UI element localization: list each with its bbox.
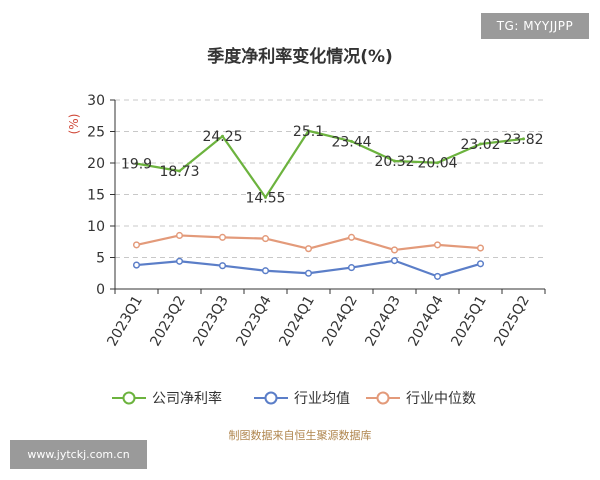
data-point <box>261 235 270 243</box>
data-point <box>304 269 313 277</box>
data-source-note: 制图数据来自恒生聚源数据库 <box>228 429 372 442</box>
data-point <box>221 134 224 138</box>
data-point <box>347 233 356 241</box>
x-tick-label: 2025Q2 <box>491 293 533 349</box>
data-point <box>347 264 356 272</box>
data-point <box>132 261 141 269</box>
legend-marker-green <box>112 391 146 405</box>
data-point <box>393 159 396 163</box>
y-tick-label: 20 <box>87 156 105 172</box>
data-label: 23.44 <box>331 134 371 150</box>
x-tick-label: 2023Q2 <box>147 293 189 349</box>
data-point <box>433 272 442 280</box>
data-label: 20.32 <box>374 154 414 170</box>
legend-label: 行业中位数 <box>406 391 476 407</box>
data-point <box>218 262 227 270</box>
legend-item-company-net-margin[interactable]: 公司净利率 <box>112 386 222 410</box>
data-label: 20.04 <box>417 156 457 172</box>
data-point <box>304 245 313 253</box>
data-point <box>178 169 181 173</box>
data-point <box>479 142 482 146</box>
data-point <box>261 267 270 275</box>
y-tick-label: 15 <box>87 188 105 204</box>
chart-title: 季度净利率变化情况(%) <box>207 47 393 67</box>
data-label: 14.55 <box>245 190 285 206</box>
data-point <box>132 241 141 249</box>
data-label: 19.9 <box>121 157 152 173</box>
data-point <box>436 161 439 165</box>
data-point <box>175 257 184 265</box>
x-tick-label: 2024Q2 <box>319 293 361 349</box>
x-tick-label: 2023Q4 <box>233 293 275 349</box>
x-tick-label: 2023Q1 <box>104 293 146 349</box>
data-point <box>390 257 399 265</box>
data-point <box>218 233 227 241</box>
y-axis-label: (%) <box>67 114 81 135</box>
x-tick-label: 2025Q1 <box>448 293 490 349</box>
data-label: 24.25 <box>202 129 242 145</box>
data-label: 25.1 <box>293 124 324 140</box>
legend-item-industry-median[interactable]: 行业中位数 <box>366 386 476 410</box>
chart-legend: 公司净利率 行业均值 行业中位数 <box>0 386 600 410</box>
series-line <box>136 129 524 199</box>
data-label: 18.73 <box>159 164 199 180</box>
data-label: 23.82 <box>503 132 543 148</box>
legend-label: 公司净利率 <box>152 391 222 407</box>
y-tick-label: 30 <box>87 93 105 109</box>
data-point <box>476 260 485 268</box>
data-point <box>476 244 485 252</box>
legend-label: 行业均值 <box>294 391 350 407</box>
x-tick-label: 2024Q1 <box>276 293 318 349</box>
data-point <box>175 231 184 239</box>
legend-item-industry-average[interactable]: 行业均值 <box>254 386 350 410</box>
x-tick-label: 2024Q3 <box>362 293 404 349</box>
data-label: 23.02 <box>460 137 500 153</box>
watermark-tag-bottom: www.jytckj.com.cn <box>10 440 147 469</box>
y-tick-label: 0 <box>96 282 105 298</box>
watermark-tag-top: TG: MYYJJPP <box>481 13 589 39</box>
data-point <box>307 129 310 133</box>
data-point <box>135 162 138 166</box>
data-point <box>264 195 267 199</box>
data-point <box>390 246 399 254</box>
data-point <box>522 137 525 141</box>
x-tick-label: 2023Q3 <box>190 293 232 349</box>
data-point <box>350 139 353 143</box>
data-point <box>433 241 442 249</box>
legend-marker-salmon <box>366 391 400 405</box>
y-tick-label: 25 <box>87 125 105 141</box>
legend-marker-blue <box>254 391 288 405</box>
y-tick-label: 5 <box>96 251 105 267</box>
y-tick-label: 10 <box>87 219 105 235</box>
x-tick-label: 2024Q4 <box>405 293 447 349</box>
